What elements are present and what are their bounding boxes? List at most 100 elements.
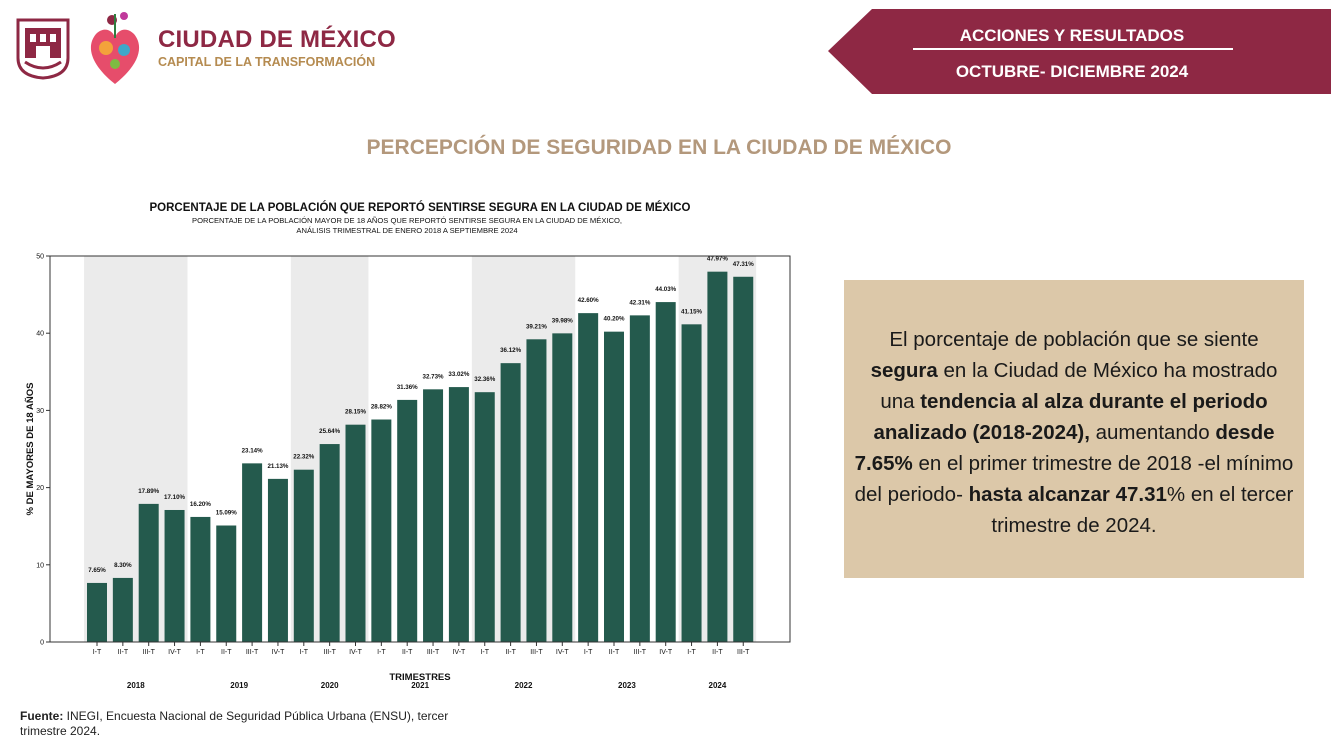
x-tick-label-21: III-T (634, 649, 647, 656)
bar-value-label-20: 40.20% (604, 316, 625, 323)
bar-value-label-1: 8.30% (114, 562, 132, 569)
bar-16 (500, 363, 521, 642)
bar-11 (371, 419, 392, 642)
x-tick-label-19: I-T (584, 649, 593, 656)
y-axis-label: % DE MAYORES DE 18 AÑOS (25, 383, 36, 516)
x-tick-label-8: I-T (300, 649, 309, 656)
x-tick-label-16: II-T (505, 649, 516, 656)
logo-title: CIUDAD DE MÉXICO (158, 26, 396, 53)
bar-value-label-5: 15.09% (216, 510, 237, 517)
bar-value-label-17: 39.21% (526, 323, 547, 330)
bar-17 (526, 339, 547, 642)
summary-bold-4: hasta alcanzar 47.31 (968, 483, 1167, 506)
bar-20 (604, 331, 624, 642)
bar-value-label-15: 32.36% (474, 376, 495, 383)
x-tick-label-2: III-T (142, 649, 155, 656)
summary-text-3: aumentando (1089, 421, 1216, 444)
bar-24 (707, 271, 728, 642)
x-tick-label-22: IV-T (659, 649, 673, 656)
header-logo: CIUDAD DE MÉXICO CAPITAL DE LA TRANSFORM… (12, 8, 396, 92)
summary-box: El porcentaje de población que se siente… (844, 280, 1304, 578)
page-title: PERCEPCIÓN DE SEGURIDAD EN LA CIUDAD DE … (366, 136, 952, 159)
bar-value-label-9: 25.64% (319, 428, 340, 435)
bar-7 (267, 478, 288, 642)
summary-text-2: en la Ciudad de México ha mostrado una (880, 359, 1278, 413)
city-shield-icon (16, 18, 70, 80)
x-tick-label-18: IV-T (556, 649, 570, 656)
bar-value-label-23: 41.15% (681, 308, 702, 315)
bar-value-label-18: 39.98% (552, 317, 573, 324)
x-tick-label-5: II-T (221, 649, 232, 656)
bar-8 (293, 469, 314, 642)
bar-value-label-25: 47.31% (733, 261, 754, 268)
x-tick-label-1: II-T (118, 649, 129, 656)
chart-subtitle-line2: ANÁLISIS TRIMESTRAL DE ENERO 2018 A SEPT… (296, 226, 518, 235)
banner-divider (913, 48, 1233, 50)
year-label-2022: 2022 (515, 681, 533, 690)
logo-subtitle: CAPITAL DE LA TRANSFORMACIÓN (158, 55, 376, 69)
chart-subtitle-line1: PORCENTAJE DE LA POBLACIÓN MAYOR DE 18 A… (192, 216, 622, 225)
summary-text-5: % en el tercer trimestre de 2024. (991, 483, 1294, 537)
year-label-2019: 2019 (230, 681, 248, 690)
plot-frame (49, 255, 791, 643)
bar-14 (448, 387, 469, 642)
year-label-2018: 2018 (127, 681, 145, 690)
x-tick-label-6: III-T (246, 649, 259, 656)
x-tick-label-3: IV-T (168, 649, 182, 656)
bar-22 (655, 302, 676, 642)
x-tick-label-20: II-T (609, 649, 620, 656)
bar-21 (629, 315, 650, 642)
year-label-2021: 2021 (411, 681, 429, 690)
bar-value-label-4: 16.20% (190, 501, 211, 508)
x-tick-label-10: IV-T (349, 649, 363, 656)
bar-value-label-21: 42.31% (629, 299, 650, 306)
bar-19 (578, 313, 599, 642)
x-tick-label-13: III-T (427, 649, 440, 656)
x-tick-label-14: IV-T (452, 649, 466, 656)
bar-1 (112, 577, 133, 642)
x-tick-label-23: I-T (687, 649, 696, 656)
bar-value-label-24: 47.97% (707, 256, 728, 263)
bar-4 (190, 516, 211, 642)
x-tick-label-12: II-T (402, 649, 413, 656)
bar-value-label-11: 28.82% (371, 404, 392, 411)
bar-value-label-0: 7.65% (88, 567, 106, 574)
chart-title: PORCENTAJE DE LA POBLACIÓN QUE REPORTÓ S… (149, 202, 691, 214)
bar-chart: 7.65% 8.30% 17.89% 17.10% 16.20% 15.09% 23.14%… (25, 254, 791, 690)
bar-15 (474, 392, 495, 642)
bar-6 (242, 463, 263, 642)
x-tick-label-25: III-T (737, 649, 750, 656)
bar-3 (164, 509, 185, 642)
banner-period: OCTUBRE- DICIEMBRE 2024 (955, 62, 1189, 81)
heart-flower-logo-icon (90, 12, 140, 84)
bar-10 (345, 424, 366, 642)
x-tick-label-7: IV-T (272, 649, 286, 656)
bar-value-label-10: 28.15% (345, 409, 366, 416)
x-tick-label-4: I-T (196, 649, 205, 656)
summary-bold-2: tendencia al alza durante el periodo ana… (873, 390, 1268, 444)
x-tick-label-11: I-T (377, 649, 386, 656)
year-label-2020: 2020 (321, 681, 339, 690)
header-banner (828, 9, 1331, 94)
x-tick-label-24: II-T (712, 649, 723, 656)
source-text: INEGI, Encuesta Nacional de Seguridad Pú… (20, 709, 449, 738)
year-label-2023: 2023 (618, 681, 636, 690)
bar-value-label-2: 17.89% (138, 488, 159, 495)
banner-title: ACCIONES Y RESULTADOS (959, 26, 1185, 45)
y-tick-label-10: 10 (36, 562, 44, 569)
summary-bold-3: desde 7.65% (854, 421, 1275, 475)
bar-value-label-13: 32.73% (423, 373, 444, 380)
bar-13 (423, 389, 444, 642)
bar-value-label-22: 44.03% (655, 286, 676, 293)
bar-value-label-12: 31.36% (397, 384, 418, 391)
bar-value-label-14: 33.02% (448, 371, 469, 378)
summary-text-1: El porcentaje de población que se siente (889, 328, 1259, 351)
y-tick-label-30: 30 (36, 408, 44, 415)
summary-text-4: en el primer trimestre de 2018 -el mínim… (854, 452, 1294, 506)
bar-9 (319, 444, 340, 642)
y-tick-label-0: 0 (40, 640, 44, 647)
bar-0 (87, 582, 107, 642)
y-tick-label-50: 50 (36, 254, 44, 261)
y-tick-label-20: 20 (36, 485, 44, 492)
bar-value-label-16: 36.12% (500, 347, 521, 354)
